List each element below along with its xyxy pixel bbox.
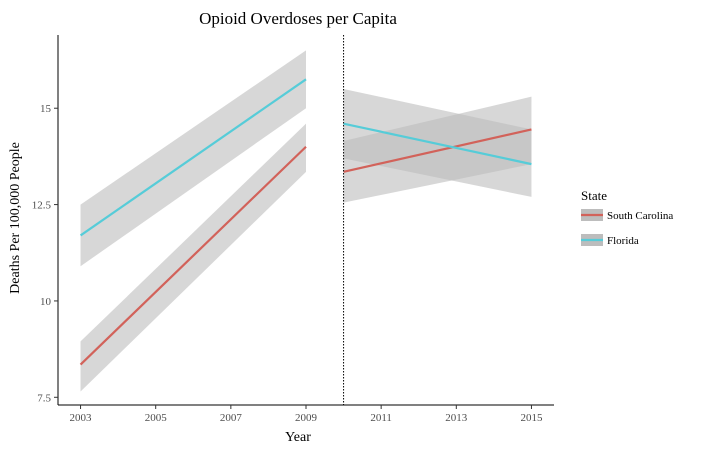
y-tick-label: 10 (40, 296, 52, 308)
y-tick-label: 15 (40, 103, 52, 115)
y-axis-title: Deaths Per 100,000 People (8, 142, 23, 294)
x-tick-label: 2015 (520, 412, 543, 424)
x-tick-label: 2005 (145, 412, 168, 424)
ribbon-south-carolina-1 (80, 123, 306, 392)
y-ticks: 7.5 10 12.5 15 (32, 103, 58, 404)
x-tick-label: 2007 (220, 412, 243, 424)
series-lines (79, 78, 532, 366)
confidence-ribbons (80, 50, 532, 392)
line-south-carolina-2 (343, 128, 532, 173)
legend-title: State (581, 188, 607, 203)
x-tick-label: 2013 (445, 412, 468, 424)
legend-label: South Carolina (607, 210, 673, 222)
x-tick-label: 2011 (370, 412, 392, 424)
x-tick-label: 2009 (295, 412, 318, 424)
y-tick-label: 12.5 (32, 200, 52, 212)
legend-label: Florida (607, 235, 639, 247)
chart-title: Opioid Overdoses per Capita (199, 9, 397, 28)
x-axis-title: Year (285, 430, 311, 445)
legend: State South Carolina Florida (581, 188, 673, 247)
x-ticks: 2003 2005 2007 2009 2011 2013 2015 (70, 405, 543, 424)
line-florida-1 (79, 78, 307, 237)
y-tick-label: 7.5 (37, 392, 51, 404)
line-florida-2 (343, 122, 532, 166)
line-south-carolina-1 (79, 145, 307, 366)
x-tick-label: 2003 (70, 412, 93, 424)
